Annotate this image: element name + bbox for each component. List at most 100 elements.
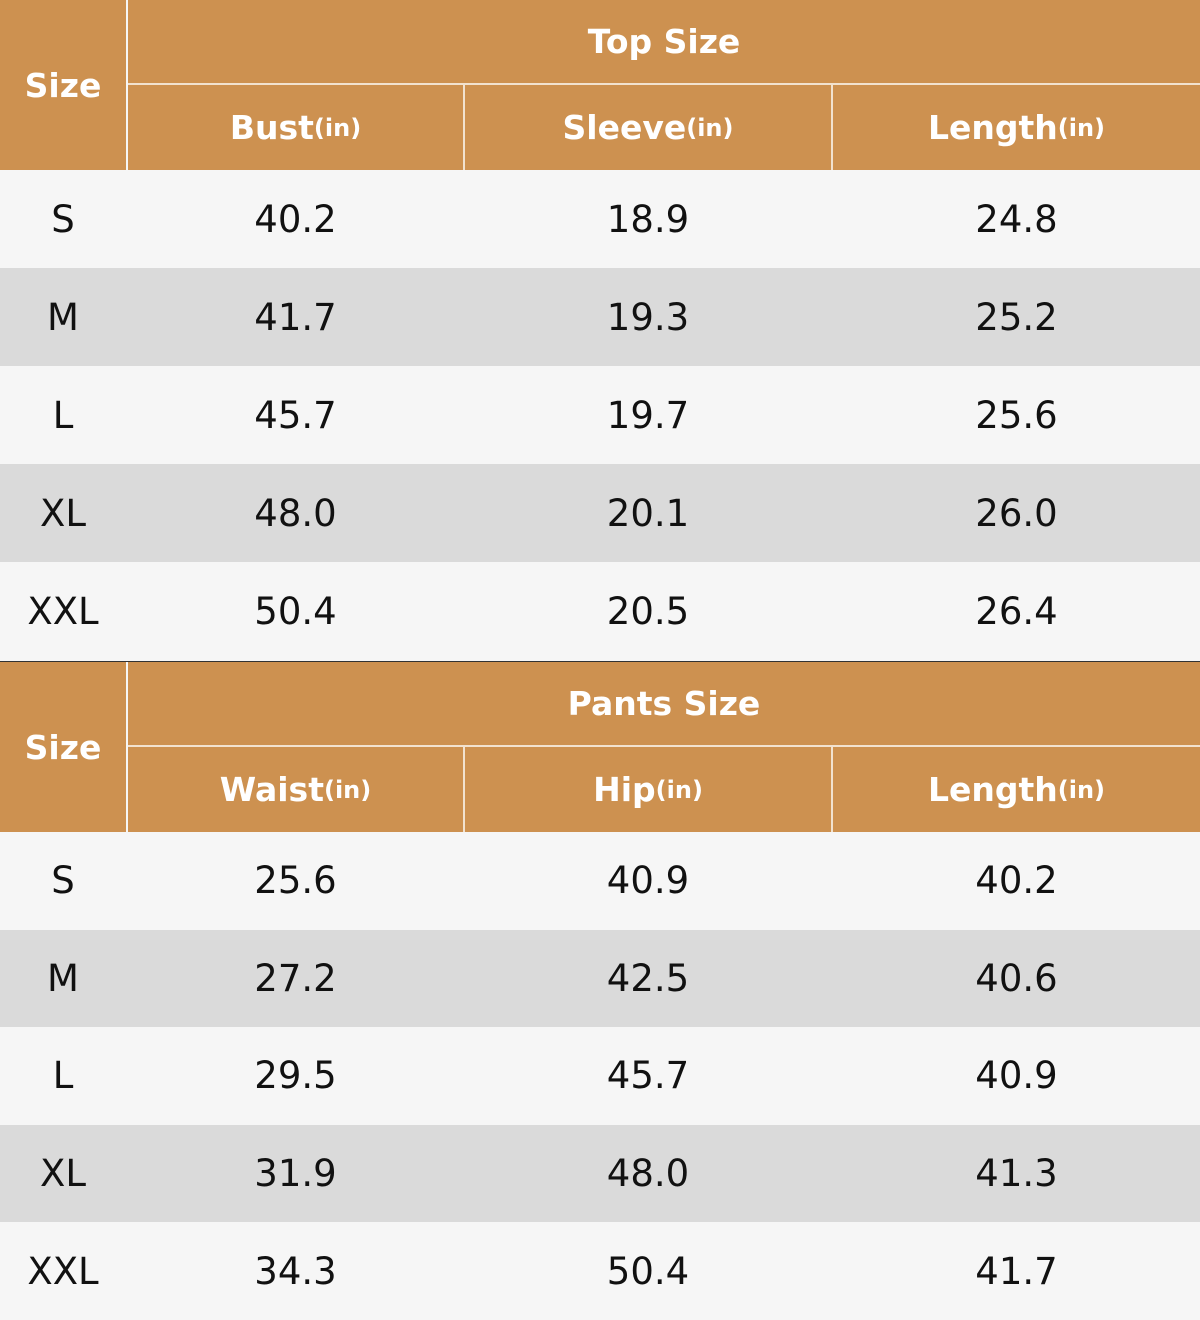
column-name: Waist xyxy=(219,770,324,809)
cell-text: 25.6 xyxy=(975,393,1058,437)
cell-text: 25.6 xyxy=(254,859,337,903)
cell-text: 40.2 xyxy=(975,859,1058,903)
header-rule xyxy=(831,747,833,832)
table-cell: S xyxy=(0,832,126,930)
row-bg xyxy=(0,170,1200,269)
column-unit: (in) xyxy=(313,113,362,142)
column-unit: (in) xyxy=(323,775,372,804)
cell-text: 40.9 xyxy=(975,1054,1058,1098)
cell-text: 41.3 xyxy=(975,1152,1058,1196)
cell-text: XXL xyxy=(27,1249,99,1293)
table-cell: 40.9 xyxy=(465,832,831,930)
row-bg xyxy=(0,562,1200,661)
size-header-text: Size xyxy=(24,65,102,105)
group-title: Top Size xyxy=(128,0,1200,83)
table-cell: 40.9 xyxy=(833,1027,1200,1125)
cell-text: 31.9 xyxy=(254,1152,337,1196)
header-rule xyxy=(128,83,1200,85)
header-rule xyxy=(463,85,465,170)
table-cell: XL xyxy=(0,1125,126,1223)
cell-text: 20.5 xyxy=(606,589,690,633)
cell-text: 45.7 xyxy=(254,393,337,437)
table-cell: M xyxy=(0,268,126,366)
cell-text: 26.4 xyxy=(975,589,1058,633)
cell-text: 40.6 xyxy=(975,956,1058,1000)
header-rule xyxy=(463,747,465,832)
cell-text: 40.9 xyxy=(606,859,690,903)
cell-text: S xyxy=(51,859,75,903)
row-bg xyxy=(0,268,1200,367)
table-cell: 41.3 xyxy=(833,1125,1200,1223)
column-name: Length xyxy=(927,770,1058,809)
table-cell: 27.2 xyxy=(128,930,463,1028)
table-cell: 19.3 xyxy=(465,268,831,366)
size-header: Size xyxy=(0,662,126,832)
table-cell: 40.2 xyxy=(128,170,463,268)
table-cell: 19.7 xyxy=(465,366,831,464)
column-header: Length (in) xyxy=(833,85,1200,170)
column-name: Length xyxy=(927,108,1058,147)
row-bg xyxy=(0,1222,1200,1320)
group-title-text: Pants Size xyxy=(567,684,761,723)
table-cell: 45.7 xyxy=(128,366,463,464)
cell-text: XXL xyxy=(27,589,99,633)
column-name: Bust xyxy=(229,108,314,147)
cell-text: L xyxy=(52,1054,74,1098)
table-cell: 18.9 xyxy=(465,170,831,268)
header-rule xyxy=(831,85,833,170)
cell-text: 25.2 xyxy=(975,295,1058,339)
cell-text: 42.5 xyxy=(606,956,690,1000)
table-cell: 26.4 xyxy=(833,562,1200,660)
table-cell: S xyxy=(0,170,126,268)
cell-text: XL xyxy=(40,1152,86,1196)
table-cell: 40.6 xyxy=(833,930,1200,1028)
table-cell: L xyxy=(0,366,126,464)
column-unit: (in) xyxy=(655,775,703,804)
table-cell: 25.2 xyxy=(833,268,1200,366)
column-name: Sleeve xyxy=(562,108,687,147)
table-cell: 20.1 xyxy=(465,464,831,562)
header-rule xyxy=(128,745,1200,747)
table-cell: 50.4 xyxy=(128,562,463,660)
table-cell: 25.6 xyxy=(128,832,463,930)
header-gap xyxy=(126,662,128,834)
cell-text: 41.7 xyxy=(254,295,337,339)
row-bg xyxy=(0,366,1200,465)
table-cell: XXL xyxy=(0,1222,126,1320)
cell-text: 50.4 xyxy=(606,1249,690,1293)
table-cell: M xyxy=(0,930,126,1028)
table-cell: 24.8 xyxy=(833,170,1200,268)
row-bg xyxy=(0,929,1200,1028)
row-bg xyxy=(0,464,1200,563)
table-cell: 48.0 xyxy=(465,1125,831,1223)
cell-text: 18.9 xyxy=(606,197,690,241)
row-bg xyxy=(0,1124,1200,1223)
cell-text: L xyxy=(52,393,74,437)
cell-text: M xyxy=(47,295,79,339)
table-cell: 26.0 xyxy=(833,464,1200,562)
table-cell: 40.2 xyxy=(833,832,1200,930)
column-header: Sleeve (in) xyxy=(465,85,831,170)
table-cell: 42.5 xyxy=(465,930,831,1028)
table-cell: 45.7 xyxy=(465,1027,831,1125)
table-cell: 34.3 xyxy=(128,1222,463,1320)
cell-text: 19.7 xyxy=(606,393,690,437)
header-gap xyxy=(126,0,128,170)
group-title: Pants Size xyxy=(128,662,1200,745)
column-unit: (in) xyxy=(1057,113,1106,142)
cell-text: 45.7 xyxy=(606,1054,690,1098)
cell-text: XL xyxy=(40,491,86,535)
cell-text: M xyxy=(47,956,79,1000)
column-unit: (in) xyxy=(1057,775,1106,804)
size-header-text: Size xyxy=(24,727,102,767)
column-header: Bust (in) xyxy=(128,85,463,170)
column-header: Length (in) xyxy=(833,747,1200,832)
group-title-text: Top Size xyxy=(587,22,741,61)
table-cell: XL xyxy=(0,464,126,562)
cell-text: 27.2 xyxy=(254,956,337,1000)
cell-text: 19.3 xyxy=(606,295,690,339)
column-header: Hip (in) xyxy=(465,747,831,832)
table-cell: XXL xyxy=(0,562,126,660)
cell-text: 48.0 xyxy=(606,1152,690,1196)
table-cell: L xyxy=(0,1027,126,1125)
